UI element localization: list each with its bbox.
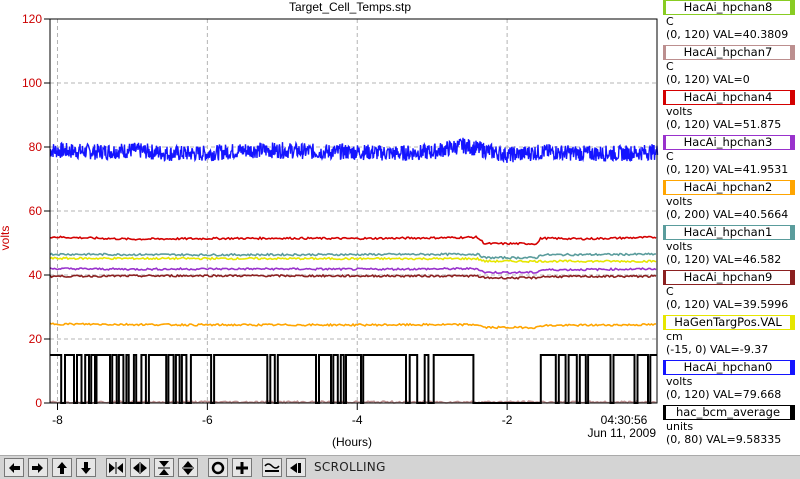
legend-item-name[interactable]: HacAi_hpchan7 xyxy=(663,45,795,60)
arrow-left-button[interactable] xyxy=(4,458,24,477)
legend-item-range: (-15, 0) VAL=-9.37 xyxy=(666,343,769,356)
legend-item-unit: volts xyxy=(666,195,693,208)
arrow-right-button[interactable] xyxy=(28,458,48,477)
x-tick-label: -8 xyxy=(52,413,63,427)
y-expand-button[interactable] xyxy=(178,458,198,477)
timestamp-date: Jun 11, 2009 xyxy=(587,426,656,440)
x-compress-icon xyxy=(109,462,123,474)
legend-item-unit: C xyxy=(666,60,674,73)
legend-item-name[interactable]: HacAi_hpchan1 xyxy=(663,225,795,240)
legend-item-name[interactable]: HacAi_hpchan9 xyxy=(663,270,795,285)
y-tick-label: 40 xyxy=(29,268,43,282)
x-tick-label: -4 xyxy=(352,413,363,427)
legend-item-range: (0, 120) VAL=41.9531 xyxy=(666,163,789,176)
series-line-HacAi_hpchan3 xyxy=(49,266,657,275)
plot-frame xyxy=(49,18,658,404)
series-line-HacAi_hpchan2 xyxy=(49,322,657,330)
y-tick-label: 60 xyxy=(29,204,43,218)
toolbar: SCROLLING xyxy=(0,455,800,479)
legend-item-unit: units xyxy=(666,420,694,433)
arrow-up-button[interactable] xyxy=(52,458,72,477)
legend-item-name[interactable]: HacAi_hpchan0 xyxy=(663,360,795,375)
legend-item-range: (0, 120) VAL=46.582 xyxy=(666,253,782,266)
legend-item-name[interactable]: HaGenTargPos.VAL xyxy=(663,315,795,330)
series-line-HacAi_hpchan0 xyxy=(49,137,659,164)
legend-item-range: (0, 120) VAL=79.668 xyxy=(666,388,782,401)
arrow-down-icon xyxy=(81,462,91,474)
x-tick-label: -6 xyxy=(202,413,213,427)
zoom-in-button[interactable] xyxy=(232,458,252,477)
legend-item-unit: volts xyxy=(666,105,693,118)
legend-item-range: (0, 120) VAL=40.3809 xyxy=(666,28,789,41)
legend-item-name[interactable]: HacAi_hpchan3 xyxy=(663,135,795,150)
series-line-HaGenTargPos.VAL xyxy=(49,256,657,264)
legend-item-unit: cm xyxy=(666,330,683,343)
x-tick-label: -2 xyxy=(502,413,513,427)
legend-item-range: (0, 200) VAL=40.5664 xyxy=(666,208,789,221)
legend-item-range: (0, 80) VAL=9.58335 xyxy=(666,433,782,446)
arrow-down-button[interactable] xyxy=(76,458,96,477)
legend-item-range: (0, 120) VAL=0 xyxy=(666,73,750,86)
x-expand-button[interactable] xyxy=(130,458,150,477)
legend-item-unit: volts xyxy=(666,240,693,253)
autoscale-button[interactable] xyxy=(262,458,282,477)
jump-end-button[interactable] xyxy=(286,458,306,477)
series-line-HacAi_hpchan1 xyxy=(49,252,656,260)
legend-item-name[interactable]: HacAi_hpchan8 xyxy=(663,0,795,15)
y-tick-label: 80 xyxy=(29,140,43,154)
zoom-out-icon xyxy=(211,461,225,475)
x-axis-label: (Hours) xyxy=(332,435,372,449)
zoom-in-icon xyxy=(236,462,248,474)
legend-item-range: (0, 120) VAL=51.875 xyxy=(666,118,782,131)
x-expand-icon xyxy=(133,462,147,474)
plot-area: Target_Cell_Temps.stp volts (Hours) 04:3… xyxy=(0,0,659,449)
series-line-HacAi_hpchan9 xyxy=(49,273,657,280)
legend-item-name[interactable]: HacAi_hpchan2 xyxy=(663,180,795,195)
y-tick-label: 0 xyxy=(35,396,42,410)
y-compress-icon xyxy=(158,461,170,475)
y-compress-button[interactable] xyxy=(154,458,174,477)
legend-item-unit: C xyxy=(666,15,674,28)
jump-end-icon xyxy=(290,463,301,473)
y-axis-label: volts xyxy=(0,226,12,251)
timestamp-time: 04:30:56 xyxy=(601,413,648,427)
legend-item-unit: C xyxy=(666,150,674,163)
y-tick-label: 100 xyxy=(22,76,42,90)
y-tick-label: 20 xyxy=(29,332,43,346)
autoscale-icon xyxy=(264,463,280,472)
legend-item-name[interactable]: hac_bcm_average xyxy=(663,405,795,420)
arrow-up-icon xyxy=(57,462,67,474)
mode-label: SCROLLING xyxy=(314,460,386,474)
series-line-hac_bcm_average xyxy=(50,354,657,404)
legend-item-name[interactable]: HacAi_hpchan4 xyxy=(663,90,795,105)
legend: HacAi_hpchan8 C (0, 120) VAL=40.3809 HacAi_… xyxy=(660,0,800,455)
arrow-right-icon xyxy=(32,463,43,473)
legend-item-unit: C xyxy=(666,285,674,298)
legend-item-range: (0, 120) VAL=39.5996 xyxy=(666,298,789,311)
y-expand-icon xyxy=(182,461,194,475)
x-compress-button[interactable] xyxy=(106,458,126,477)
series-line-HacAi_hpchan4 xyxy=(50,235,657,246)
chart-title: Target_Cell_Temps.stp xyxy=(289,0,411,14)
zoom-out-button[interactable] xyxy=(208,458,228,477)
arrow-left-icon xyxy=(9,463,20,473)
legend-item-unit: volts xyxy=(666,375,693,388)
y-tick-label: 120 xyxy=(22,12,42,26)
